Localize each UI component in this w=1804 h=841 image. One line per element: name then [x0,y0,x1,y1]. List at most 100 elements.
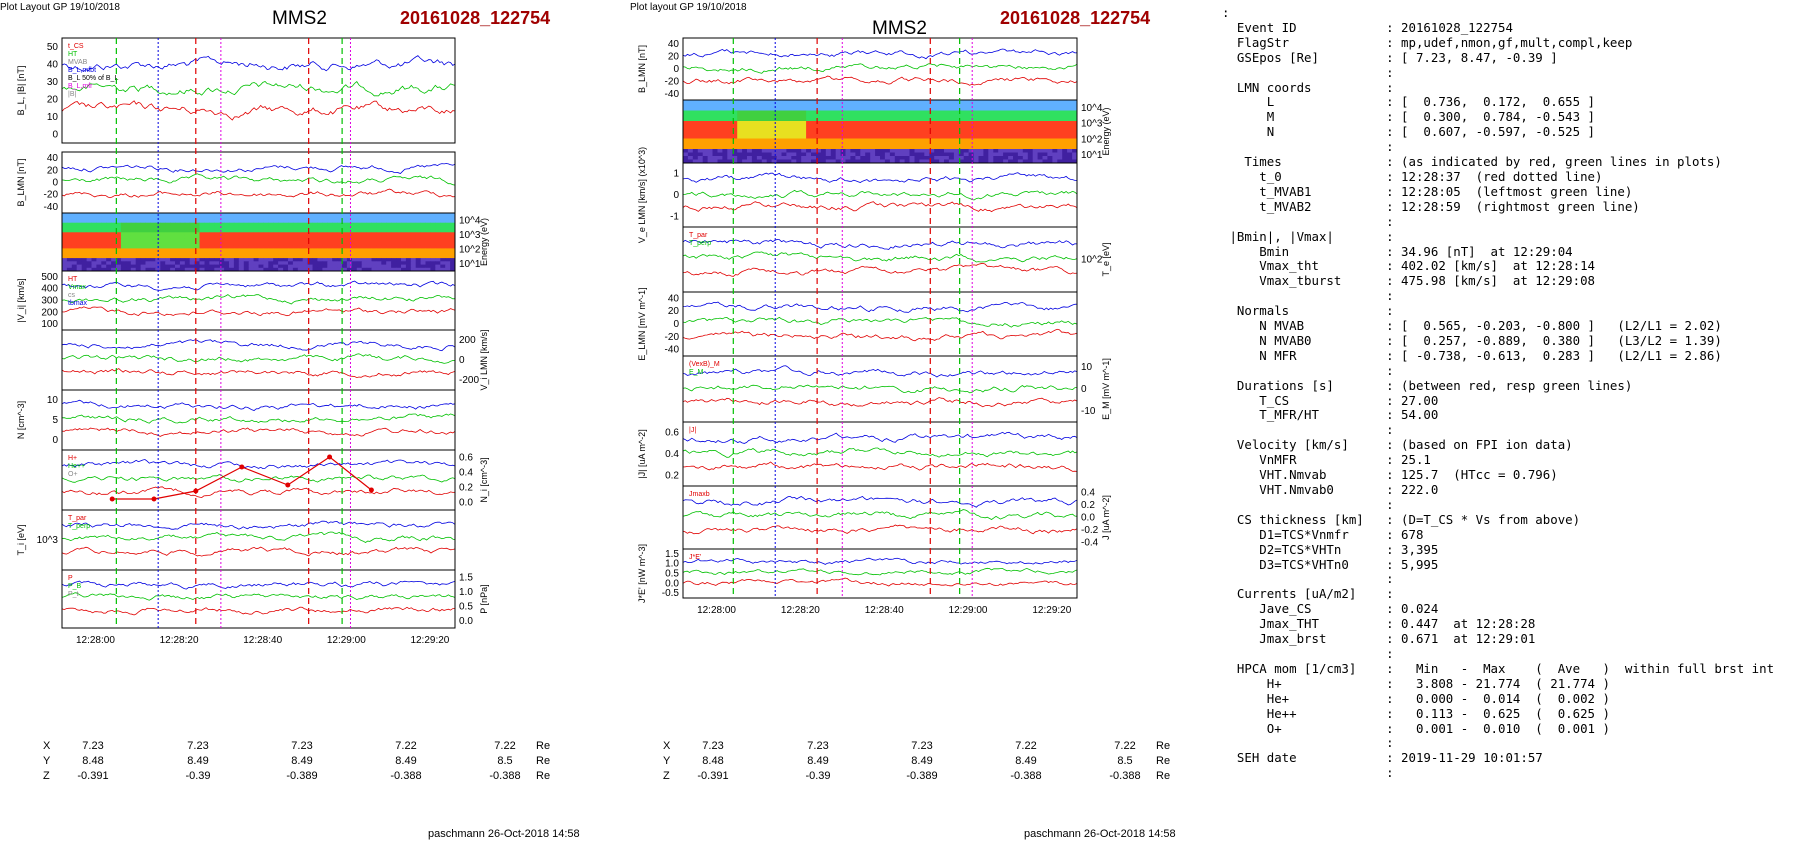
heatmap-cell [855,121,861,125]
heatmap-cell [742,149,748,153]
heatmap-cell [175,254,181,259]
heatmap-cell [973,100,979,104]
heatmap-cell [111,245,117,249]
heatmap-cell [737,135,743,139]
heatmap-cell [835,124,842,129]
heatmap-cell [248,235,255,240]
heatmap-cell [184,251,191,256]
heatmap-cell [944,114,950,118]
heatmap-cell [405,254,412,259]
heatmap-cell [870,124,876,129]
heatmap-cell [410,213,417,217]
heatmap-cell [894,135,901,139]
heatmap-cell [145,216,151,220]
heatmap-cell [288,216,294,220]
y-tick-label: -1 [670,211,679,222]
heatmap-cell [317,229,323,233]
heatmap-cell [756,100,763,104]
heatmap-cell [983,121,989,125]
heatmap-cell [845,114,851,118]
coord-value: -0.388 [1010,770,1042,782]
heatmap-cell [302,261,309,265]
heatmap-cell [742,138,748,143]
heatmap-cell [184,267,191,272]
heatmap-cell [415,264,422,269]
y-tick-label: 20 [47,165,59,176]
heatmap-cell [988,149,994,153]
heatmap-cell [376,222,382,227]
heatmap-cell [66,267,73,272]
heatmap-cell [1013,159,1019,164]
heatmap-cell [761,145,768,150]
heatmap-cell [727,142,733,146]
heatmap-cell [361,251,368,256]
heatmap-cell [238,238,245,243]
heatmap-cell [919,156,925,160]
coord-value: 7.23 [291,740,313,752]
heatmap-cell [376,238,382,243]
heatmap-cell [845,159,851,164]
heatmap-cell [830,159,837,164]
heatmap-cell [687,103,694,108]
heatmap-cell [1017,110,1024,115]
y-tick-label: 0.0 [459,616,473,627]
heatmap-cell [776,159,782,164]
heatmap-cell [194,242,200,246]
heatmap-cell [224,222,230,227]
heatmap-cell [712,114,718,118]
heatmap-cell [332,251,338,256]
heatmap-cell [101,216,107,220]
heatmap-cell [958,121,965,125]
heatmap-cell [697,159,704,164]
heatmap-cell [914,145,920,150]
heatmap-cell [899,117,906,122]
heatmap-cell [273,232,279,236]
heatmap-cell [116,235,122,240]
heatmap-cell [140,254,146,259]
heatmap-cell [761,138,768,143]
heatmap-cell [273,245,279,249]
heatmap-cell [697,131,704,136]
heatmap-cell [435,251,441,256]
heatmap-cell [194,258,200,262]
heatmap-cell [692,128,699,132]
series-line [682,461,1078,472]
heatmap-cell [766,138,773,143]
heatmap-cell [317,251,323,256]
heatmap-cell [712,103,718,108]
x-tick-label: 12:29:00 [949,605,988,616]
heatmap-cell [415,222,422,227]
heatmap-cell [998,142,1004,146]
heatmap-cell [855,152,861,157]
heatmap-cell [396,261,402,265]
legend-entry: B_L,mfbt [68,67,96,74]
series-line [682,557,1078,565]
heatmap-cell [830,156,837,160]
heatmap-cell [219,225,225,230]
heatmap-cell [179,251,186,256]
heatmap-cell [450,251,456,256]
heatmap-cell [983,156,989,160]
heatmap-cell [978,117,984,122]
heatmap-cell [116,258,122,262]
heatmap-cell [214,238,220,243]
heatmap-cell [850,131,856,136]
y-tick-label: 0 [52,178,58,189]
heatmap-cell [150,245,156,249]
heatmap-cell [929,145,935,150]
heatmap-cell [175,261,181,265]
heatmap-cell [283,242,289,246]
heatmap-cell [1017,114,1024,118]
heatmap-cell [968,152,974,157]
heatmap-cell [825,100,832,104]
heatmap-cell [865,103,871,108]
heatmap-cell [170,264,176,269]
heatmap-cell [732,100,738,104]
heatmap-cell [687,121,694,125]
heatmap-cell [983,128,989,132]
heatmap-cell [973,145,979,150]
heatmap-cell [268,222,274,227]
heatmap-cell [184,232,191,236]
heatmap-cell [312,222,318,227]
heatmap-cell [988,117,994,122]
